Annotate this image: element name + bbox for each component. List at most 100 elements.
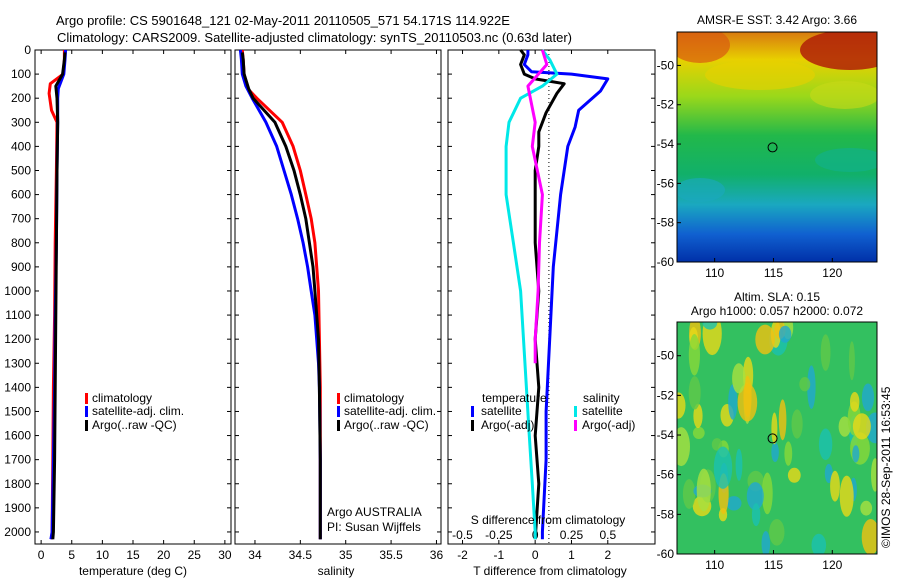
legend-swatch-t-satellite xyxy=(471,406,474,417)
map-y-tick-label: -56 xyxy=(657,468,675,482)
legend-title-temperature: temperature xyxy=(482,391,547,405)
temperature-panel-frame xyxy=(34,49,232,545)
sla-patch xyxy=(778,325,792,343)
argo-location-marker xyxy=(767,433,778,444)
legend-swatch-climatology xyxy=(85,393,88,404)
y-tick-label: 1200 xyxy=(4,332,31,346)
legend-swatch-s-satellite xyxy=(574,406,577,417)
legend-swatch-s-argo xyxy=(574,420,577,431)
y-tick-label: 2000 xyxy=(4,525,31,539)
sla-patch xyxy=(761,472,773,515)
x-tick-label: 35 xyxy=(339,548,353,562)
sla-patch xyxy=(732,363,746,394)
legend-label-satellite: satellite-adj. clim. xyxy=(344,404,436,418)
sla-patch xyxy=(702,322,722,356)
series-line-satellite xyxy=(522,50,610,540)
sla-patch xyxy=(787,467,801,483)
sla-map-title-line-1: Altim. SLA: 0.15 xyxy=(734,290,820,304)
salinity-annotation-institution: Argo AUSTRALIA xyxy=(327,505,422,519)
sla-map-title-line-2: Argo h1000: 0.057 h2000: 0.072 xyxy=(691,304,863,318)
y-tick-label: 600 xyxy=(11,188,31,202)
y-tick-label: 1300 xyxy=(4,356,31,370)
y-tick-label: 900 xyxy=(11,260,31,274)
sla-patch xyxy=(761,531,771,554)
y-tick-label: 300 xyxy=(11,115,31,129)
temperature-legend: climatology satellite-adj. clim. Argo(..… xyxy=(85,391,184,432)
sla-patch xyxy=(693,403,703,429)
sla-patch xyxy=(769,519,785,546)
sla-patch xyxy=(811,533,827,554)
map-x-tick-label: 120 xyxy=(822,266,842,280)
salinity-legend: climatology satellite-adj. clim. Argo(..… xyxy=(337,391,436,432)
sla-patch xyxy=(711,438,723,451)
temperature-series xyxy=(47,49,68,540)
sla-patch xyxy=(852,413,871,440)
difference-panel-frame xyxy=(447,49,656,545)
x-tick-label: 34.5 xyxy=(289,548,313,562)
sla-patch xyxy=(852,445,860,463)
sla-patch xyxy=(871,458,877,492)
figure-title-line-1: Argo profile: CS 5901648_121 02-May-2011… xyxy=(56,13,510,28)
legend-label-satellite: satellite-adj. clim. xyxy=(92,404,184,418)
series-line-climatology xyxy=(240,49,322,540)
sla-patch xyxy=(818,428,833,461)
x-tick-label: 1 xyxy=(568,548,575,562)
map-y-tick-label: -60 xyxy=(657,547,675,561)
sst-map-title: AMSR-E SST: 3.42 Argo: 3.66 xyxy=(697,13,857,27)
map-x-tick-label: 120 xyxy=(822,558,842,572)
sla-patch xyxy=(784,441,793,466)
map-y-tick-label: -50 xyxy=(657,58,675,72)
y-tick-label: 1600 xyxy=(4,429,31,443)
sla-patch xyxy=(677,392,686,419)
y-tick-label: 1400 xyxy=(4,380,31,394)
difference-legend: temperature satellite Argo(-adj) salinit… xyxy=(471,391,635,432)
x-tick-label: -2 xyxy=(457,548,468,562)
x-tick-label: 35.5 xyxy=(379,548,403,562)
sst-warm-patch xyxy=(810,81,877,109)
sst-heatmap xyxy=(677,32,877,262)
legend-swatch-argo xyxy=(85,420,88,431)
x-tick-label: 20 xyxy=(157,548,171,562)
map-y-tick-label: -52 xyxy=(657,388,675,402)
sla-patch xyxy=(682,479,696,509)
sla-patch xyxy=(702,322,718,330)
sla-patch xyxy=(746,482,764,511)
legend-label-climatology: climatology xyxy=(344,391,404,405)
y-tick-label: 1700 xyxy=(4,453,31,467)
sst-cold-patch xyxy=(677,178,725,202)
legend-label-argo: Argo(..raw -QC) xyxy=(92,418,177,432)
sla-patch xyxy=(737,383,758,422)
y-tick-label: 1900 xyxy=(4,501,31,515)
s-tick-label: 0.5 xyxy=(599,528,616,542)
difference-t-axis-label: T difference from climatology xyxy=(473,564,627,578)
salinity-panel-frame xyxy=(234,49,442,545)
sla-patch xyxy=(692,426,705,439)
sla-patch xyxy=(820,334,831,371)
sla-patch xyxy=(838,416,851,437)
sla-patch xyxy=(848,341,855,381)
x-tick-label: 0 xyxy=(532,548,539,562)
temperature-x-ticks: 0 5 10 15 20 25 30 xyxy=(38,50,232,562)
s-tick-label: -0.25 xyxy=(485,528,513,542)
difference-s-axis-label: S difference from climatology xyxy=(471,513,626,527)
sla-heatmap xyxy=(677,322,877,554)
salinity-x-ticks: 34 34.5 35 35.5 36 xyxy=(248,50,443,562)
legend-label-s-satellite: satellite xyxy=(582,404,623,418)
legend-swatch-climatology xyxy=(337,393,340,404)
x-tick-label: 34 xyxy=(248,548,262,562)
series-line-argo-adj xyxy=(526,49,549,364)
y-tick-label: 800 xyxy=(11,236,31,250)
map-x-tick-label: 110 xyxy=(705,266,724,280)
sla-patch xyxy=(799,377,811,392)
sla-patch xyxy=(751,503,761,527)
x-tick-label: 5 xyxy=(68,548,75,562)
legend-label-s-argo: Argo(-adj) xyxy=(582,418,635,432)
sla-patch xyxy=(735,448,743,481)
map-y-tick-label: -50 xyxy=(657,349,675,363)
x-tick-label: 30 xyxy=(218,548,232,562)
legend-swatch-satellite xyxy=(85,406,88,417)
series-line-argo-raw-qc xyxy=(51,52,67,540)
map-y-tick-label: -56 xyxy=(657,176,675,190)
temperature-x-label: temperature (deg C) xyxy=(79,564,187,578)
